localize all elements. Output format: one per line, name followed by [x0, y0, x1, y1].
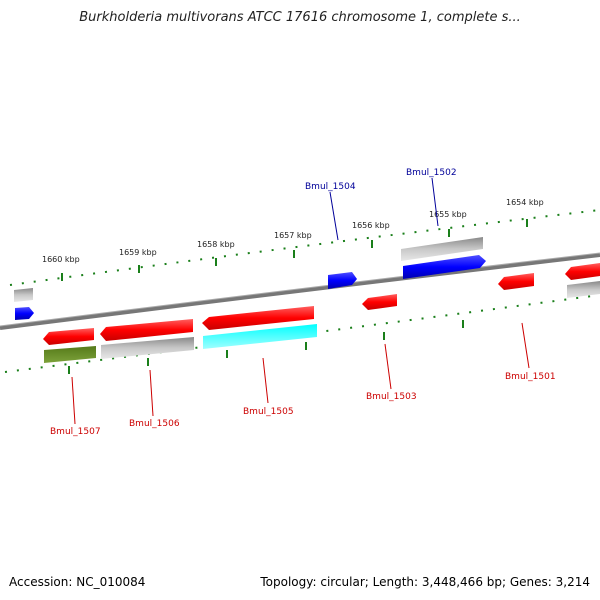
- gene-bmul-1506[interactable]: [100, 319, 193, 341]
- kbp-label-1657: 1657 kbp: [274, 231, 312, 240]
- leader-line-bmul-1501: [521, 322, 530, 369]
- gene-label-bmul-1506[interactable]: Bmul_1506: [129, 419, 180, 429]
- gene-right-gray[interactable]: [567, 281, 600, 298]
- gene-bmul-1507-olive[interactable]: [44, 346, 96, 363]
- leader-line-bmul-1505: [262, 357, 269, 404]
- page-title: Burkholderia multivorans ATCC 17616 chro…: [79, 10, 521, 25]
- gene-label-bmul-1501[interactable]: Bmul_1501: [505, 372, 556, 382]
- gene-bmul-1505-cyan[interactable]: [203, 324, 317, 349]
- gene-bmul-1505[interactable]: [202, 306, 314, 330]
- leader-line-bmul-1504: [329, 191, 339, 241]
- kbp-label-1659: 1659 kbp: [119, 248, 157, 257]
- kbp-label-1655: 1655 kbp: [429, 210, 467, 219]
- kbp-label-1660: 1660 kbp: [42, 255, 80, 264]
- chromosome-backbone: [0, 253, 600, 330]
- accession-text: Accession: NC_010084: [9, 575, 146, 589]
- gene-bmul-1503[interactable]: [362, 294, 397, 310]
- lower-tick-ruler: [4, 294, 600, 374]
- kbp-label-1658: 1658 kbp: [197, 240, 235, 249]
- gene-bmul-1501[interactable]: [498, 273, 534, 290]
- gene-bmul-1502-gray[interactable]: [401, 237, 483, 261]
- upper-tick-ruler: [9, 209, 600, 286]
- leader-line-bmul-1503: [384, 343, 392, 390]
- leader-line-bmul-1502: [431, 177, 439, 227]
- gene-label-bmul-1505[interactable]: Bmul_1505: [243, 407, 294, 417]
- genome-summary-text: Topology: circular; Length: 3,448,466 bp…: [260, 575, 590, 589]
- kbp-label-1654: 1654 kbp: [506, 198, 544, 207]
- gene-label-bmul-1503[interactable]: Bmul_1503: [366, 392, 417, 402]
- gene-bmul-1506-gray[interactable]: [101, 337, 194, 359]
- gene-bmul-1504[interactable]: [328, 272, 357, 289]
- gene-label-bmul-1507[interactable]: Bmul_1507: [50, 427, 101, 437]
- gene-bmul-1507[interactable]: [43, 328, 94, 345]
- leader-line-bmul-1506: [149, 369, 154, 417]
- gene-label-bmul-1502[interactable]: Bmul_1502: [406, 168, 457, 178]
- gene-feature-left-gray[interactable]: [14, 288, 33, 302]
- gene-label-bmul-1504[interactable]: Bmul_1504: [305, 182, 356, 192]
- gene-feature-left-blue[interactable]: [15, 307, 34, 320]
- leader-line-bmul-1507: [71, 376, 76, 425]
- gene-bmul-1502[interactable]: [403, 255, 486, 279]
- kbp-label-1656: 1656 kbp: [352, 221, 390, 230]
- gene-right-red[interactable]: [565, 263, 600, 280]
